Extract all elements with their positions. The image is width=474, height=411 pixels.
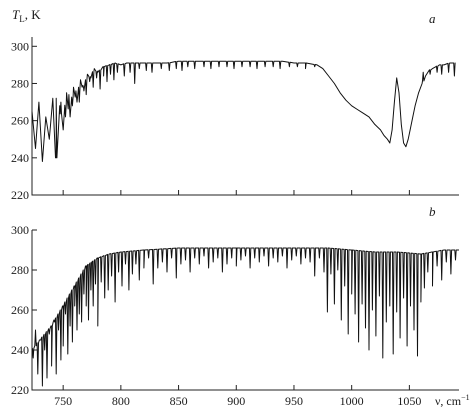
chart-a-ytick-label: 300 <box>11 39 29 53</box>
chart-a-ytick-label: 260 <box>11 114 29 128</box>
chart-a-ytick-label: 220 <box>11 188 29 202</box>
chart-b-ytick-label: 300 <box>11 223 29 237</box>
chart-b-ytick-label: 240 <box>11 343 29 357</box>
panel-b-chart: 220 240 260 280 300 750 800 850 900 950 1000 1050 b ν… <box>11 204 470 408</box>
chart-a-panel-letter: a <box>429 11 436 26</box>
chart-b-ytick-label: 280 <box>11 263 29 277</box>
chart-b-ytick-label: 260 <box>11 303 29 317</box>
panel-a-chart: 220 240 260 280 300 a TL, K <box>11 7 459 202</box>
chart-a-spectrum-line <box>31 60 456 162</box>
chart-a-ylabel: TL, K <box>12 7 41 24</box>
chart-b-spectrum-line <box>31 247 459 387</box>
chart-b-xtick-label: 750 <box>54 394 72 408</box>
chart-a-ytick-label: 240 <box>11 151 29 165</box>
chart-a-ytick-label: 280 <box>11 76 29 90</box>
chart-b-ytick-label: 220 <box>11 383 29 397</box>
chart-b-xtick-label: 1050 <box>397 394 421 408</box>
chart-b-xtick-label: 1000 <box>340 394 364 408</box>
chart-b-xtick-label: 850 <box>170 394 188 408</box>
chart-b-panel-letter: b <box>429 204 436 219</box>
chart-b-xtick-label: 800 <box>112 394 130 408</box>
chart-b-xtick-label: 900 <box>227 394 245 408</box>
chart-b-xlabel: ν, cm−1 <box>435 393 470 408</box>
chart-b-xtick-label: 950 <box>285 394 303 408</box>
